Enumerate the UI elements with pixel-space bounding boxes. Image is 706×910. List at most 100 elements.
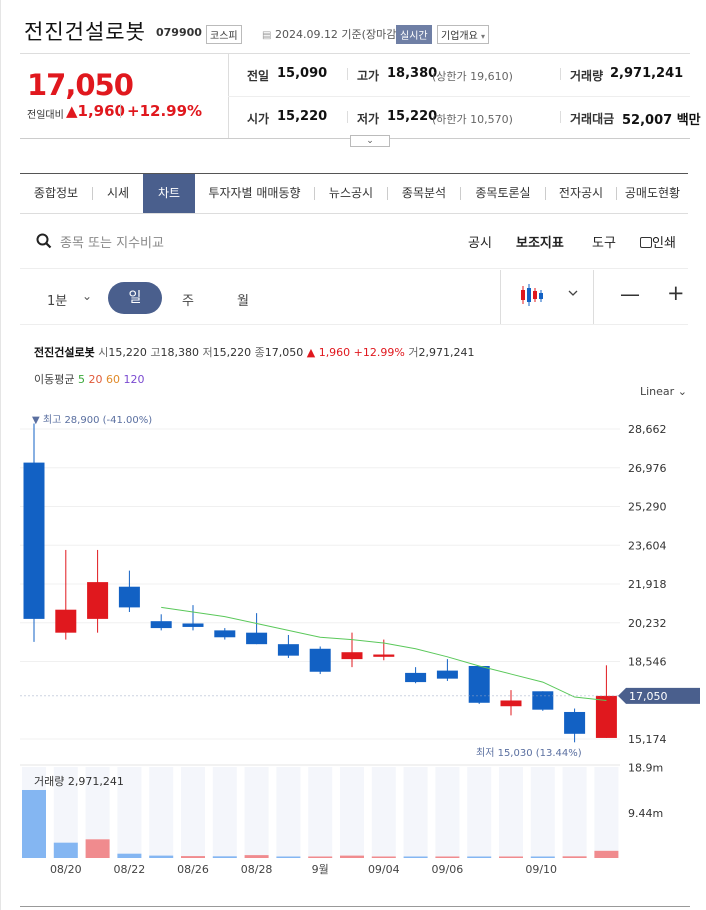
header-divider	[20, 53, 690, 54]
y-tick-label: 23,604	[628, 539, 667, 552]
x-tick-label: 09/04	[368, 863, 400, 876]
candle-body	[436, 670, 458, 679]
candle-body	[87, 582, 109, 619]
print-button[interactable]: 인쇄	[640, 232, 676, 251]
tab-divider	[460, 187, 461, 200]
quote-row-divider	[228, 96, 690, 97]
date-text: ▤ 2024.09.12 기준(장마감)	[262, 26, 401, 42]
lower-limit: (하한가 10,570)	[432, 113, 513, 126]
info-volume-label: 거	[408, 346, 419, 359]
tab-e-disclosure[interactable]: 전자공시	[558, 186, 604, 200]
realtime-button[interactable]: 실시간	[396, 25, 432, 44]
chevron-down-icon[interactable]: ⌄	[82, 289, 93, 303]
chart-type-selector[interactable]	[500, 270, 594, 324]
candle-body	[55, 609, 77, 633]
candle-body	[595, 695, 617, 738]
candle-body	[182, 623, 204, 627]
volume-bar	[562, 856, 587, 858]
tab-analysis[interactable]: 종목분석	[401, 186, 447, 200]
volume-column-bg	[340, 767, 364, 858]
disclosure-button[interactable]: 공시	[468, 236, 492, 251]
search-input[interactable]: 종목 또는 지수비교	[60, 236, 164, 251]
date-label: 2024.09.12 기준(장마감)	[274, 28, 401, 41]
chart-stock-name: 전진건설로봇	[34, 346, 95, 359]
period-month-button[interactable]: 월	[237, 294, 249, 309]
volume-bar	[594, 850, 619, 858]
candle-body	[118, 586, 140, 608]
candle-body	[341, 652, 363, 660]
candle-body	[309, 648, 331, 672]
amount-value: 52,007 백만	[622, 113, 701, 128]
x-tick-label: 08/28	[241, 863, 273, 876]
tab-divider	[387, 187, 388, 200]
ma5-label: 5	[77, 373, 85, 386]
info-high: 18,380	[160, 346, 199, 359]
low-label: 저가	[357, 112, 380, 126]
bottom-divider	[20, 906, 690, 907]
volume-column-bg	[435, 767, 460, 858]
volume-label: 거래량 2,971,241	[34, 775, 124, 788]
x-tick-label: 09/10	[525, 863, 557, 876]
scale-selector[interactable]: Linear ⌄	[640, 385, 687, 398]
tab-chart[interactable]: 차트	[143, 174, 195, 213]
open-value: 15,220	[277, 109, 328, 124]
volume-column-bg	[403, 767, 428, 858]
x-tick-label: 08/22	[114, 863, 146, 876]
ma5-line	[161, 606, 607, 701]
print-label: 인쇄	[652, 236, 676, 251]
info-high-label: 고	[150, 346, 161, 359]
quote-sep	[560, 68, 561, 80]
y-tick-label: 28,662	[628, 423, 667, 436]
candle-body	[23, 462, 45, 619]
ma120-label: 120	[123, 373, 145, 386]
search-icon[interactable]	[36, 233, 52, 249]
change-divider	[120, 104, 121, 118]
x-tick-label: 9월	[312, 863, 329, 876]
candle-body	[277, 644, 299, 656]
change-percent: +12.99%	[127, 102, 203, 120]
period-week-button[interactable]: 주	[182, 294, 194, 309]
tab-quote[interactable]: 시세	[106, 186, 130, 200]
candle-body	[564, 711, 586, 734]
volume-bar	[149, 855, 174, 858]
quote-sep	[560, 111, 561, 123]
tab-overview[interactable]: 종합정보	[33, 186, 79, 200]
volume-column-bg	[149, 767, 174, 858]
tab-investor-trading[interactable]: 투자자별 매매동향	[208, 186, 301, 200]
expand-button[interactable]: ⌄	[350, 135, 390, 147]
tools-button[interactable]: 도구	[592, 236, 616, 251]
indicator-button[interactable]: 보조지표	[516, 236, 564, 251]
volume-bar	[530, 856, 555, 858]
caret-down-icon: ▾	[481, 32, 486, 41]
company-overview-button[interactable]: 기업개요 ▾	[437, 25, 490, 44]
tab-short-selling[interactable]: 공매도현황	[624, 186, 681, 200]
candle-body	[468, 666, 490, 703]
chevron-down-icon: ⌄	[366, 136, 374, 146]
current-price-tag	[618, 687, 700, 704]
volume-column-bg	[371, 767, 396, 858]
candlestick-icon	[521, 284, 578, 306]
high-label: 고가	[357, 69, 380, 83]
volume-column-bg	[244, 767, 269, 858]
volume-column-bg	[562, 767, 587, 858]
tab-discussion[interactable]: 종목토론실	[475, 186, 531, 200]
zoom-out-button[interactable]: —	[620, 282, 640, 306]
quote-sep	[347, 111, 348, 123]
period-1min-button[interactable]: 1분	[47, 294, 68, 309]
zoom-in-button[interactable]: +	[667, 281, 685, 305]
volume-column-bg	[276, 767, 301, 858]
candlestick-chart[interactable]: 28,662 26,976 25,290 23,604 21,918 20,232 18,5…	[0, 400, 706, 880]
current-price-label: 17,050	[629, 690, 668, 703]
tab-news[interactable]: 뉴스공시	[328, 186, 374, 200]
info-open: 15,220	[108, 346, 147, 359]
volume-bar	[22, 789, 46, 858]
volume-tick-label: 18.9m	[628, 761, 663, 774]
high-value: 18,380	[387, 66, 438, 81]
max-price-label: ▼ 최고 28,900 (-41.00%)	[32, 414, 152, 426]
period-day-button[interactable]: 일	[108, 282, 162, 314]
moving-average-legend[interactable]: 이동평균 5 20 60 120	[34, 371, 144, 387]
candle-body	[214, 630, 236, 638]
tab-divider	[545, 187, 546, 200]
info-close-label: 종	[254, 346, 265, 359]
